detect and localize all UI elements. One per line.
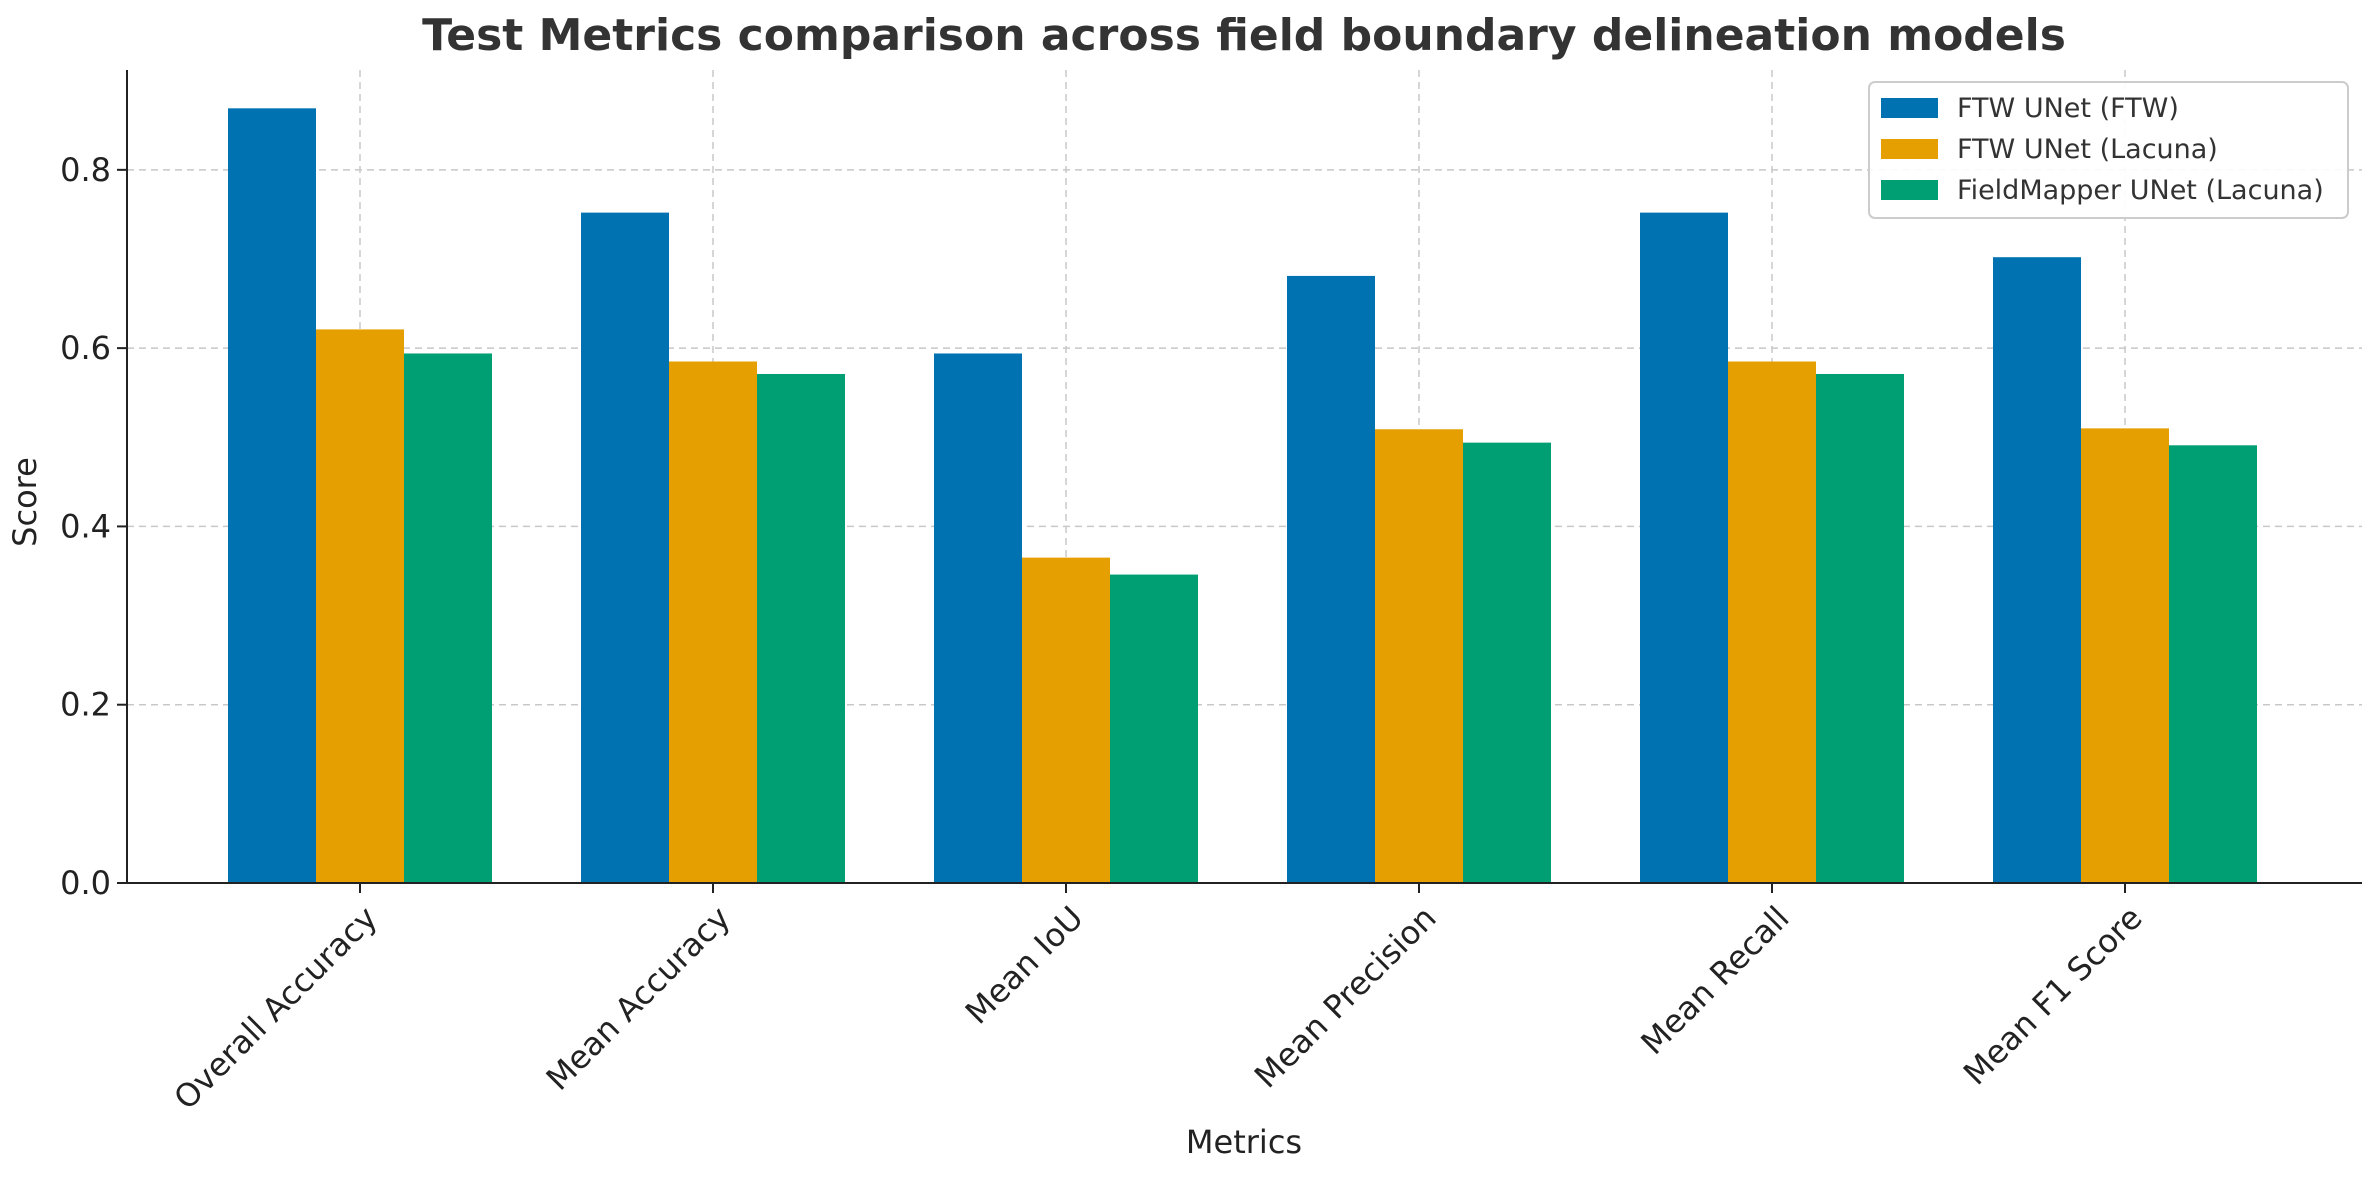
legend-label-1: FTW UNet (Lacuna): [1957, 134, 2218, 165]
x-tick-label: Mean Accuracy: [539, 899, 738, 1098]
legend-label-2: FieldMapper UNet (Lacuna): [1957, 175, 2324, 206]
bar-1-0: [316, 329, 404, 883]
bar-0-3: [1287, 275, 1375, 884]
legend-swatch-2: [1881, 180, 1938, 200]
y-tick-label: 0.4: [60, 507, 111, 545]
y-axis-label: Score: [6, 457, 44, 547]
bar-2-0: [404, 353, 492, 884]
bars: [228, 108, 2257, 884]
bar-1-4: [1728, 361, 1816, 883]
bar-2-5: [2169, 445, 2257, 883]
bar-2-4: [1816, 373, 1904, 883]
x-tick-label: Mean IoU: [958, 899, 1091, 1032]
bar-1-3: [1375, 429, 1463, 883]
axes: [117, 70, 2362, 893]
bar-1-5: [2081, 428, 2169, 883]
legend-label-0: FTW UNet (FTW): [1957, 93, 2179, 124]
legend: FTW UNet (FTW) FTW UNet (Lacuna) FieldMapp…: [1868, 81, 2349, 219]
x-tick-label: Mean Recall: [1633, 899, 1796, 1062]
x-tick-label: Overall Accuracy: [166, 899, 384, 1117]
x-tick-label: Mean F1 Score: [1956, 899, 2150, 1093]
legend-swatch-1: [1881, 139, 1938, 159]
y-tick-label: 0.8: [60, 151, 111, 189]
bar-1-1: [669, 361, 757, 883]
bar-0-1: [581, 212, 669, 883]
bar-2-2: [1110, 574, 1198, 883]
y-tick-label: 0.6: [60, 329, 111, 367]
x-axis-label: Metrics: [1186, 1123, 1302, 1161]
legend-box: [1868, 81, 2349, 219]
bar-1-2: [1022, 557, 1110, 883]
y-tick-label: 0.2: [60, 686, 111, 724]
bar-0-2: [934, 353, 1022, 884]
legend-swatch-0: [1881, 98, 1938, 118]
y-tick-label: 0.0: [60, 864, 111, 902]
bar-0-5: [1993, 257, 2081, 883]
bar-0-0: [228, 108, 316, 884]
bar-2-1: [757, 373, 845, 883]
x-tick-label: Mean Precision: [1247, 899, 1444, 1096]
chart-title: Test Metrics comparison across field bou…: [422, 10, 2066, 61]
bar-2-3: [1463, 442, 1551, 883]
bar-0-4: [1640, 212, 1728, 883]
